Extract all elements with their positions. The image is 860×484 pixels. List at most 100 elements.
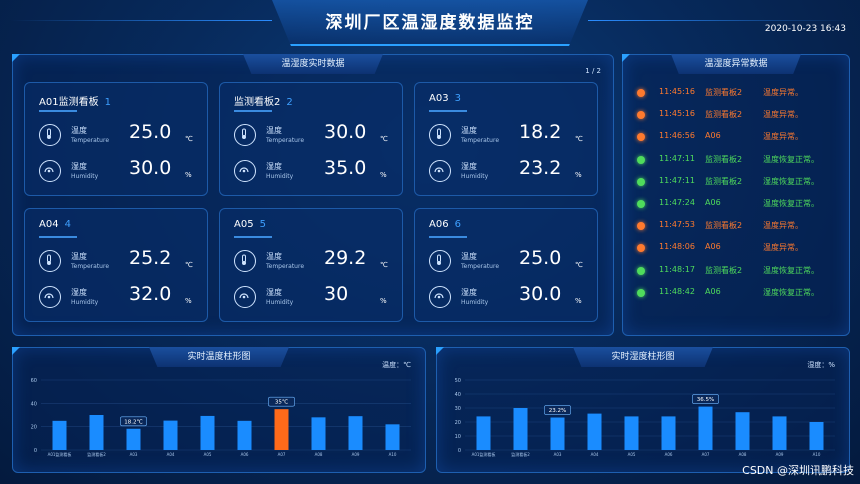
sensor-card[interactable]: A06 6 温度 Temperature 25.0 ℃ 湿度 Humidity 30.0% (414, 208, 598, 322)
alert-device: A06 (705, 242, 721, 252)
page-title: 深圳厂区温湿度数据监控 (325, 13, 535, 33)
hum-value: 35.0 (324, 157, 367, 179)
card-underline (39, 110, 77, 112)
alert-message: 温度异常。 (763, 221, 803, 231)
humidity-gauge-icon (234, 286, 256, 308)
page-indicator[interactable]: 1 / 2 (585, 67, 601, 75)
humidity-gauge-icon (429, 160, 451, 182)
temp-label: 温度 (71, 252, 87, 261)
alert-row[interactable]: 11:47:53 监测看板2 温度异常。 (637, 220, 847, 232)
hum-chart-panel: 实时湿度柱形图 湿度：% 0 10 20 30 40 50 A01监测看板 监测看板2 A03 A… (436, 347, 850, 473)
bar (163, 420, 178, 450)
alert-row[interactable]: 11:46:56 A06 温度异常。 (637, 131, 847, 143)
alert-message: 湿度恢复正常。 (763, 287, 819, 297)
hum-unit: % (575, 297, 582, 305)
alert-time: 11:45:16 (659, 109, 695, 119)
x-tick-label: 监测看板2 (87, 451, 106, 457)
sensor-card[interactable]: A03 3 温度 Temperature 18.2 ℃ 湿度 Humidity 23.2% (414, 82, 598, 196)
hum-label-en: Humidity (266, 173, 294, 180)
alert-row[interactable]: 11:45:16 监测看板2 温度异常。 (637, 109, 847, 121)
alert-row[interactable]: 11:47:11 监测看板2 湿度恢复正常。 (637, 176, 847, 188)
sensor-card[interactable]: A01监测看板 1 温度 Temperature 25.0 ℃ 湿度 Humidity 30.0… (24, 82, 208, 196)
status-dot (637, 222, 645, 231)
temp-value: 25.0 (519, 247, 562, 269)
alert-row[interactable]: 11:47:11 监测看板2 温度恢复正常。 (637, 154, 847, 166)
sensor-card[interactable]: 监测看板2 2 温度 Temperature 30.0 ℃ 湿度 Humidity 35.0% (219, 82, 403, 196)
alert-device: 监测看板2 (705, 221, 743, 231)
card-name: A05 5 (234, 219, 266, 230)
hum-value: 30.0 (519, 283, 562, 305)
hum-label: 湿度 (266, 288, 282, 297)
humidity-gauge-icon (39, 160, 61, 182)
x-tick-label: A03 (130, 452, 138, 457)
temp-unit: ℃ (380, 261, 388, 269)
card-name-label: A06 (429, 219, 449, 230)
alert-time: 11:47:24 (659, 198, 695, 207)
bar (550, 417, 565, 450)
x-tick-label: A07 (278, 452, 286, 457)
alert-row[interactable]: 11:48:42 A06 湿度恢复正常。 (637, 287, 847, 299)
alert-message: 温度异常。 (763, 88, 803, 97)
hum-value: 30 (324, 283, 349, 305)
hum-unit: % (380, 297, 387, 305)
bar (274, 409, 289, 450)
temp-bar-chart: 0 20 40 60 A01监测看板 监测看板2 A03 A04 A05 A06 A07 A08 A09… (31, 378, 411, 457)
thermometer-icon (234, 124, 256, 146)
alert-device: A06 (705, 131, 721, 141)
thermometer-icon (39, 250, 61, 272)
data-label: 35℃ (275, 399, 288, 406)
alert-time: 11:47:11 (659, 153, 695, 163)
sensor-card[interactable]: A04 4 温度 Temperature 25.2 ℃ 湿度 Humidity 32.0% (24, 208, 208, 322)
bar (698, 406, 713, 450)
x-tick-label: A10 (813, 452, 821, 457)
temp-label-en: Temperature (71, 263, 110, 270)
x-tick-label: A01监测看板 (48, 451, 72, 457)
card-number: 1 (104, 97, 111, 108)
temp-unit: ℃ (380, 135, 388, 143)
temp-value: 29.2 (324, 247, 367, 269)
hum-unit: % (185, 171, 192, 179)
alert-device: 监测看板2 (705, 176, 743, 186)
watermark: CSDN @深圳讯鹏科技 (742, 464, 854, 477)
sensor-card[interactable]: A05 5 温度 Temperature 29.2 ℃ 湿度 Humidity 30% (219, 208, 403, 322)
card-number: 6 (454, 219, 461, 230)
y-tick-label: 50 (455, 378, 461, 384)
bar (237, 420, 252, 450)
card-name-label: 监测看板2 (234, 97, 281, 108)
alert-device: 监测看板2 (705, 88, 743, 97)
alert-time: 11:48:17 (659, 264, 695, 274)
card-underline (39, 236, 77, 238)
alert-time: 11:48:42 (659, 286, 695, 296)
alerts-panel-title: 温湿度异常数据 (671, 54, 801, 74)
data-label: 23.2% (549, 408, 566, 414)
alert-message: 温度异常。 (763, 110, 803, 120)
bar (89, 415, 104, 450)
alert-message: 温度异常。 (763, 243, 803, 253)
corner-decoration (436, 347, 444, 355)
alert-row[interactable]: 11:45:16 监测看板2 温度异常。 (637, 87, 847, 99)
x-tick-label: A04 (591, 452, 599, 457)
temp-unit-label: 温度：℃ (382, 361, 411, 369)
thermometer-icon (234, 250, 256, 272)
alert-row[interactable]: 11:47:24 A06 温度恢复正常。 (637, 198, 847, 210)
hum-unit: % (185, 297, 192, 305)
bar (311, 417, 326, 450)
card-name-label: A04 (39, 219, 59, 230)
alert-message: 温度异常。 (763, 132, 803, 142)
title-left-line (10, 20, 272, 21)
bar (385, 424, 400, 450)
alert-row[interactable]: 11:48:17 监测看板2 温度恢复正常。 (637, 265, 847, 277)
hum-label: 湿度 (266, 162, 282, 171)
alert-time: 11:47:11 (659, 175, 695, 185)
status-dot (637, 244, 645, 253)
alert-row[interactable]: 11:48:06 A06 温度异常。 (637, 242, 847, 254)
data-label-box (120, 416, 147, 427)
hum-unit: % (575, 171, 582, 179)
datetime: 2020-10-23 16:43 (764, 24, 846, 34)
hum-label-en: Humidity (461, 173, 489, 180)
alert-time: 11:46:56 (659, 131, 695, 141)
data-label-box (544, 405, 571, 415)
bar (809, 422, 824, 450)
temp-unit: ℃ (575, 261, 583, 269)
title-right-line (588, 20, 850, 21)
